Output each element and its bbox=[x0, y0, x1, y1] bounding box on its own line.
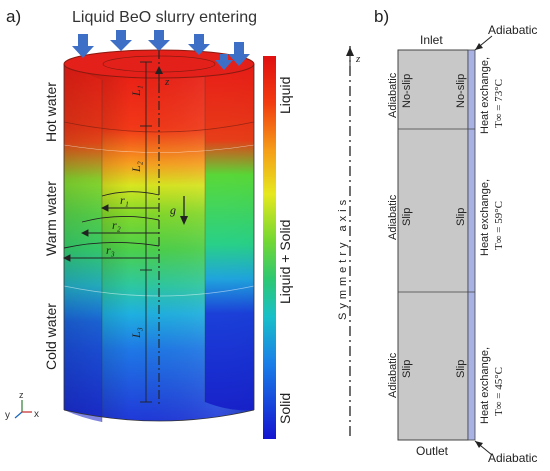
section-heat-exchange: Heat exchange, bbox=[479, 179, 491, 256]
colorbar-liquid: Liquid bbox=[277, 77, 293, 114]
zone-warm-water: Warm water bbox=[43, 181, 59, 256]
section-left-wall: Adiabatic bbox=[387, 72, 399, 118]
adiabatic-bottom: Adiabatic bbox=[488, 451, 537, 465]
length-l1: L₁ bbox=[129, 85, 143, 97]
zone-cold-water: Cold water bbox=[43, 303, 59, 370]
length-l3: L₃ bbox=[129, 327, 143, 339]
section-left-bc: Slip bbox=[401, 208, 413, 226]
length-l2: L₂ bbox=[129, 161, 143, 173]
axis-triad: y z x bbox=[5, 390, 39, 421]
cylinder-figure: a) Liquid BeO slurry entering bbox=[5, 7, 293, 439]
inlet-label: Inlet bbox=[420, 33, 443, 47]
section-left-wall: Adiabatic bbox=[387, 352, 399, 398]
inflow-arrow bbox=[228, 42, 250, 66]
gravity-vector: g⃗ bbox=[170, 196, 188, 225]
section-heat-exchange: Heat exchange, bbox=[479, 347, 491, 424]
section-temperature: T∞ = 73°C bbox=[493, 79, 505, 128]
radius-r1: r₁ bbox=[120, 193, 129, 207]
inflow-arrow bbox=[148, 30, 170, 51]
triad-z: z bbox=[19, 390, 24, 400]
z-label: z bbox=[164, 76, 170, 88]
section-left-bc: Slip bbox=[401, 360, 413, 378]
section-right-bc: Slip bbox=[455, 208, 467, 226]
colorbar-liquid-solid: Liquid + Solid bbox=[277, 220, 293, 304]
wall-strip bbox=[467, 49, 476, 441]
colorbar-solid: Solid bbox=[277, 393, 293, 424]
cylinder-body bbox=[63, 49, 255, 422]
panel-b: b) z Symmetry axis Inlet Outlet Adiabati… bbox=[330, 0, 550, 471]
section-right-bc: Slip bbox=[455, 360, 467, 378]
inflow-arrow bbox=[215, 54, 233, 70]
section-temperature: T∞ = 59°C bbox=[493, 201, 505, 250]
z-axis-label: z bbox=[355, 53, 361, 65]
outlet-label: Outlet bbox=[416, 444, 449, 458]
section-heat-exchange: Heat exchange, bbox=[479, 57, 491, 134]
adiabatic-top: Adiabatic bbox=[488, 23, 537, 37]
gravity-label: g⃗ bbox=[170, 203, 185, 217]
section-cold: Adiabatic Slip Slip Heat exchange, T∞ = … bbox=[387, 347, 505, 424]
inflow-arrow bbox=[110, 30, 132, 51]
inflow-arrow bbox=[188, 34, 210, 55]
panel-a-label: a) bbox=[6, 7, 21, 26]
radius-r2: r₂ bbox=[112, 218, 121, 232]
section-temperature: T∞ = 45°C bbox=[493, 367, 505, 416]
radius-r3: r₃ bbox=[106, 243, 115, 257]
domain-rectangle bbox=[397, 49, 469, 441]
radius-lines bbox=[62, 191, 160, 262]
triad-y: y bbox=[5, 410, 10, 421]
cut-face bbox=[205, 64, 254, 411]
section-warm: Adiabatic Slip Slip Heat exchange, T∞ = … bbox=[387, 179, 505, 256]
inflow-arrow bbox=[72, 34, 94, 58]
section-left-wall: Adiabatic bbox=[387, 194, 399, 240]
triad-x: x bbox=[34, 409, 39, 420]
zone-hot-water: Hot water bbox=[43, 82, 59, 142]
section-left-bc: No-slip bbox=[401, 74, 413, 108]
section-hot: Adiabatic No-slip No-slip Heat exchange,… bbox=[387, 57, 505, 134]
length-dimensions bbox=[140, 61, 152, 403]
slurry-title: Liquid BeO slurry entering bbox=[72, 9, 257, 26]
inflow-arrows bbox=[72, 30, 250, 70]
boundary-condition-diagram: b) z Symmetry axis Inlet Outlet Adiabati… bbox=[337, 7, 537, 465]
symmetry-axis-label: Symmetry axis bbox=[337, 196, 349, 320]
cut-face-left bbox=[64, 64, 102, 422]
panel-b-label: b) bbox=[374, 7, 389, 26]
section-right-bc: No-slip bbox=[455, 74, 467, 108]
panel-a: a) Liquid BeO slurry entering bbox=[5, 7, 293, 439]
colorbar bbox=[263, 56, 276, 439]
